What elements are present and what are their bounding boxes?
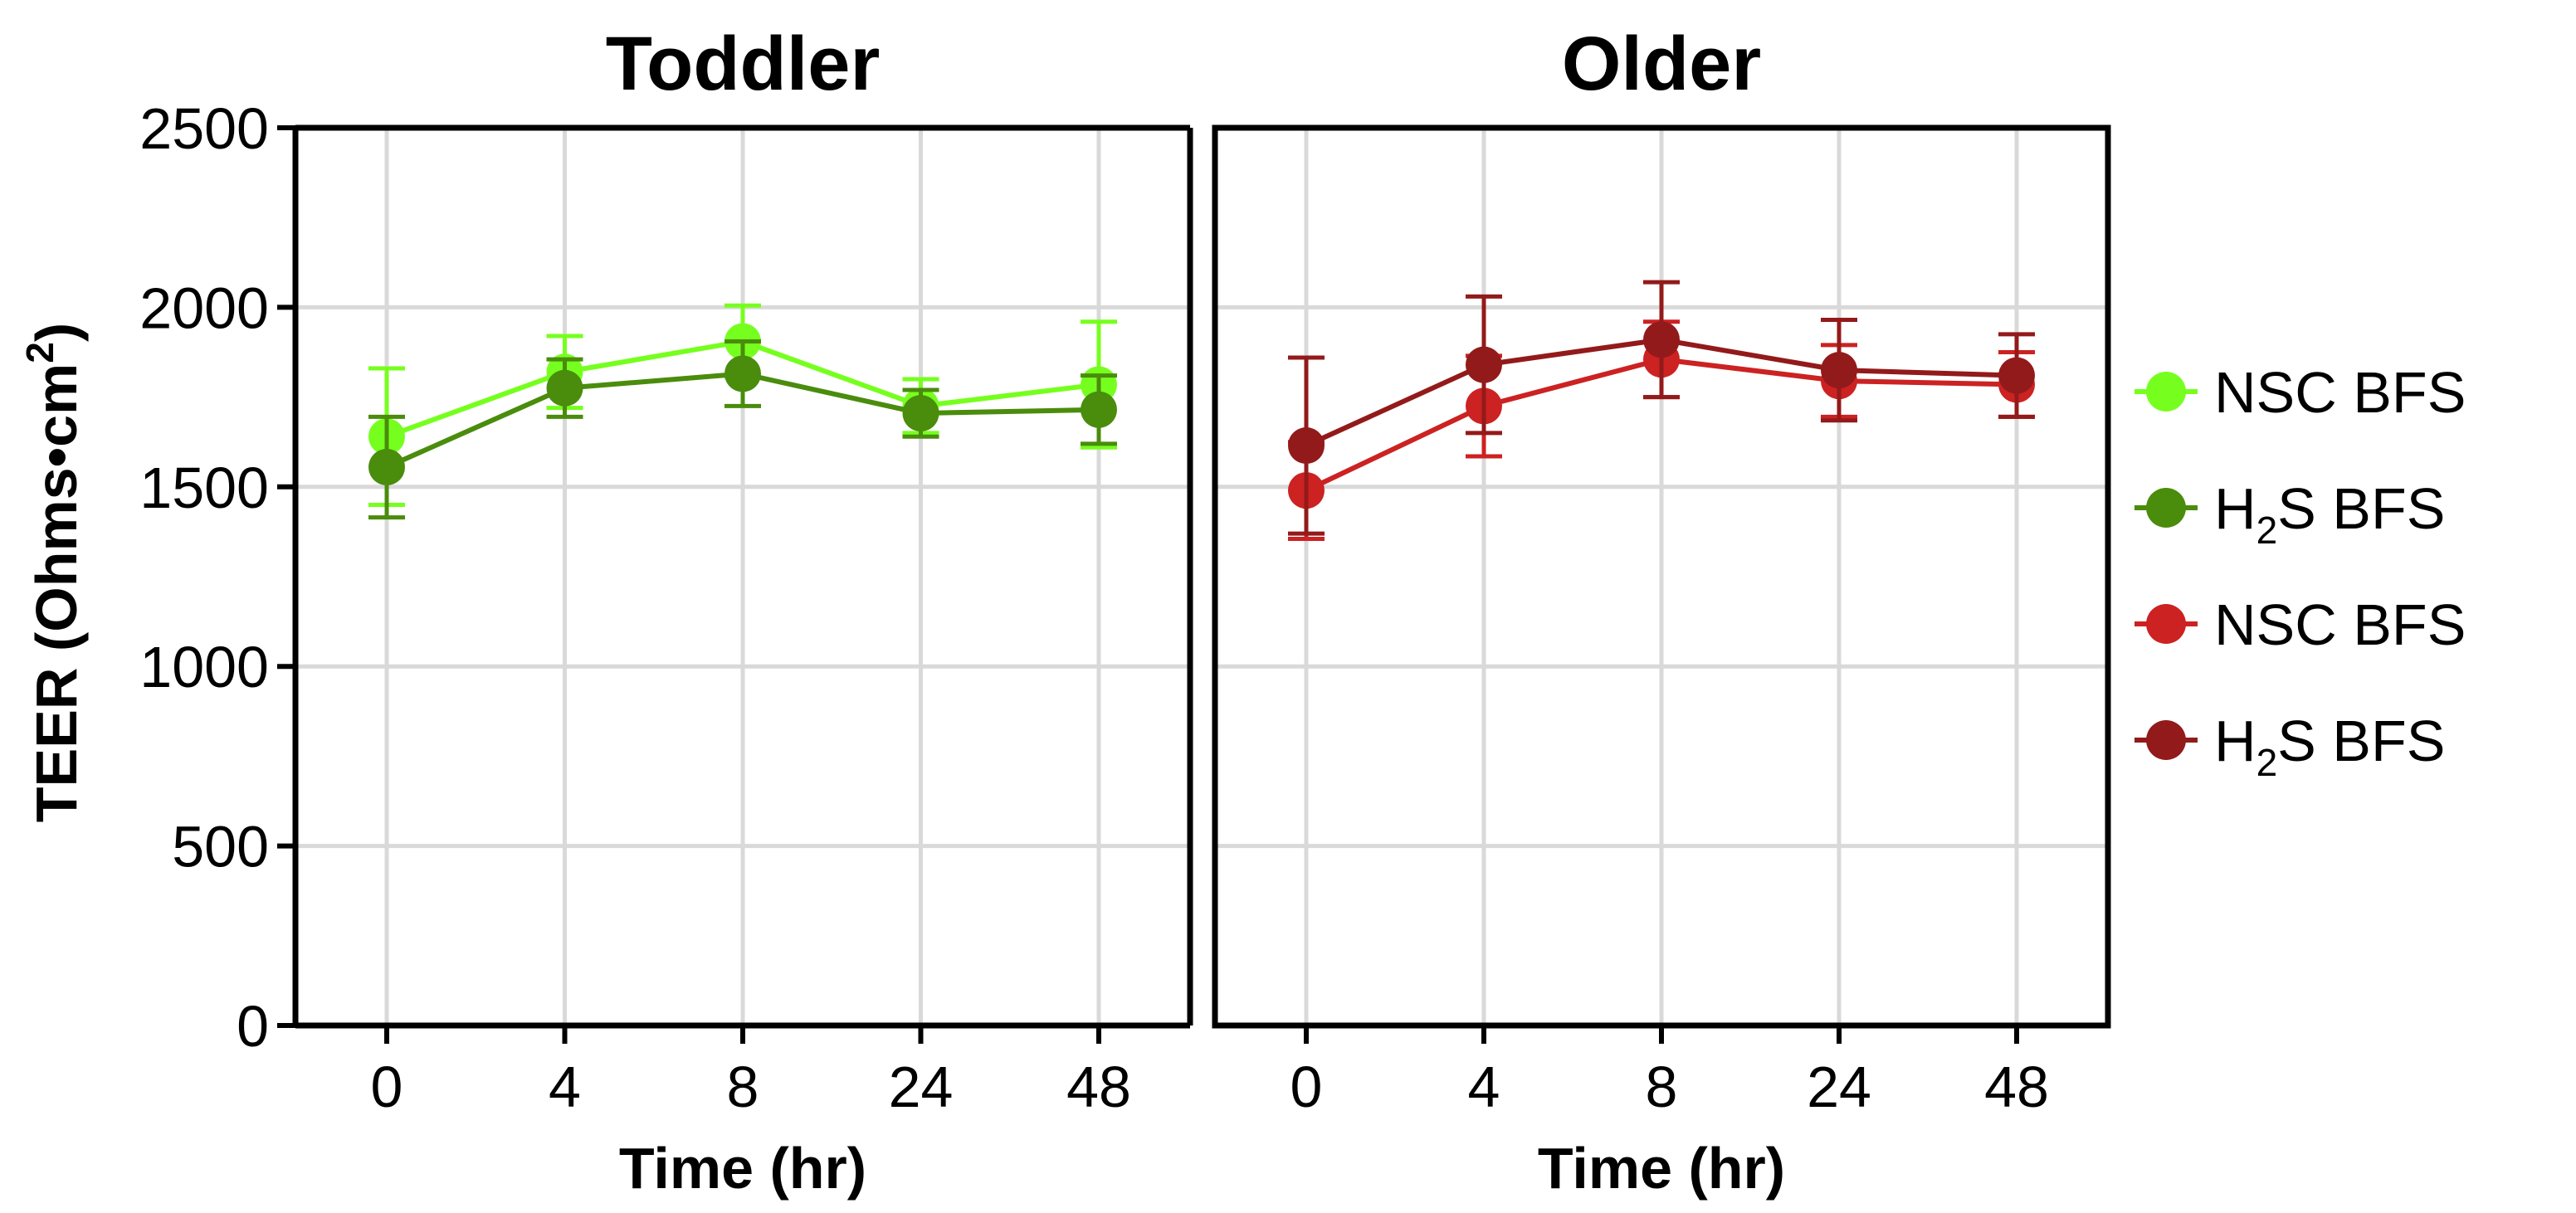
x-tick-label: 4 <box>1468 1055 1500 1119</box>
legend-item: H2S BFS <box>2134 476 2445 552</box>
x-tick-label: 24 <box>1807 1055 1871 1119</box>
y-tick-label: 2500 <box>139 96 269 161</box>
x-tick-label: 8 <box>727 1055 759 1119</box>
data-point <box>1081 391 1117 428</box>
legend: NSC BFS H2S BFS NSC BFS H2S BFS <box>2134 360 2466 784</box>
data-point <box>1466 346 1502 383</box>
x-axis-label-toddler: Time (hr) <box>619 1136 866 1201</box>
legend-marker <box>2146 720 2186 760</box>
legend-item: NSC BFS <box>2134 360 2466 425</box>
legend-label: H2S BFS <box>2214 709 2445 784</box>
y-axis-label: TEER (Ohms•cm2) <box>18 323 89 822</box>
x-tick-label: 48 <box>1066 1055 1131 1119</box>
x-tick-label: 48 <box>1984 1055 2049 1119</box>
data-point <box>368 448 405 485</box>
panel-title-older: Older <box>1562 22 1761 106</box>
legend-item: H2S BFS <box>2134 709 2445 784</box>
series-1-1 <box>1288 280 2035 536</box>
y-tick-label: 500 <box>172 815 269 879</box>
x-axis-label-older: Time (hr) <box>1538 1136 1785 1201</box>
legend-item: NSC BFS <box>2134 592 2466 657</box>
panel-1: 0 4 8 24 48 <box>1212 124 2111 1119</box>
x-tick-label: 0 <box>371 1055 403 1119</box>
panel-title-toddler: Toddler <box>606 22 881 106</box>
legend-label: H2S BFS <box>2214 476 2445 552</box>
x-tick-label: 0 <box>1290 1055 1323 1119</box>
x-tick-label: 24 <box>889 1055 954 1119</box>
data-point <box>1643 321 1680 358</box>
y-tick-label: 1500 <box>139 455 269 520</box>
data-point <box>1821 352 1857 389</box>
legend-marker <box>2146 604 2186 644</box>
data-point <box>902 395 939 432</box>
data-point <box>1288 427 1325 465</box>
data-point <box>724 355 761 392</box>
legend-label: NSC BFS <box>2214 360 2466 425</box>
legend-marker <box>2146 488 2186 528</box>
legend-marker <box>2146 372 2186 412</box>
y-tick-label: 1000 <box>139 635 269 699</box>
data-point <box>546 369 583 407</box>
x-tick-label: 4 <box>549 1055 581 1119</box>
legend-label: NSC BFS <box>2214 592 2466 657</box>
y-tick-label: 0 <box>237 994 269 1059</box>
y-tick-label: 2000 <box>139 275 269 340</box>
x-tick-label: 8 <box>1646 1055 1678 1119</box>
series-0-1 <box>368 339 1117 520</box>
data-point <box>1998 357 2035 394</box>
